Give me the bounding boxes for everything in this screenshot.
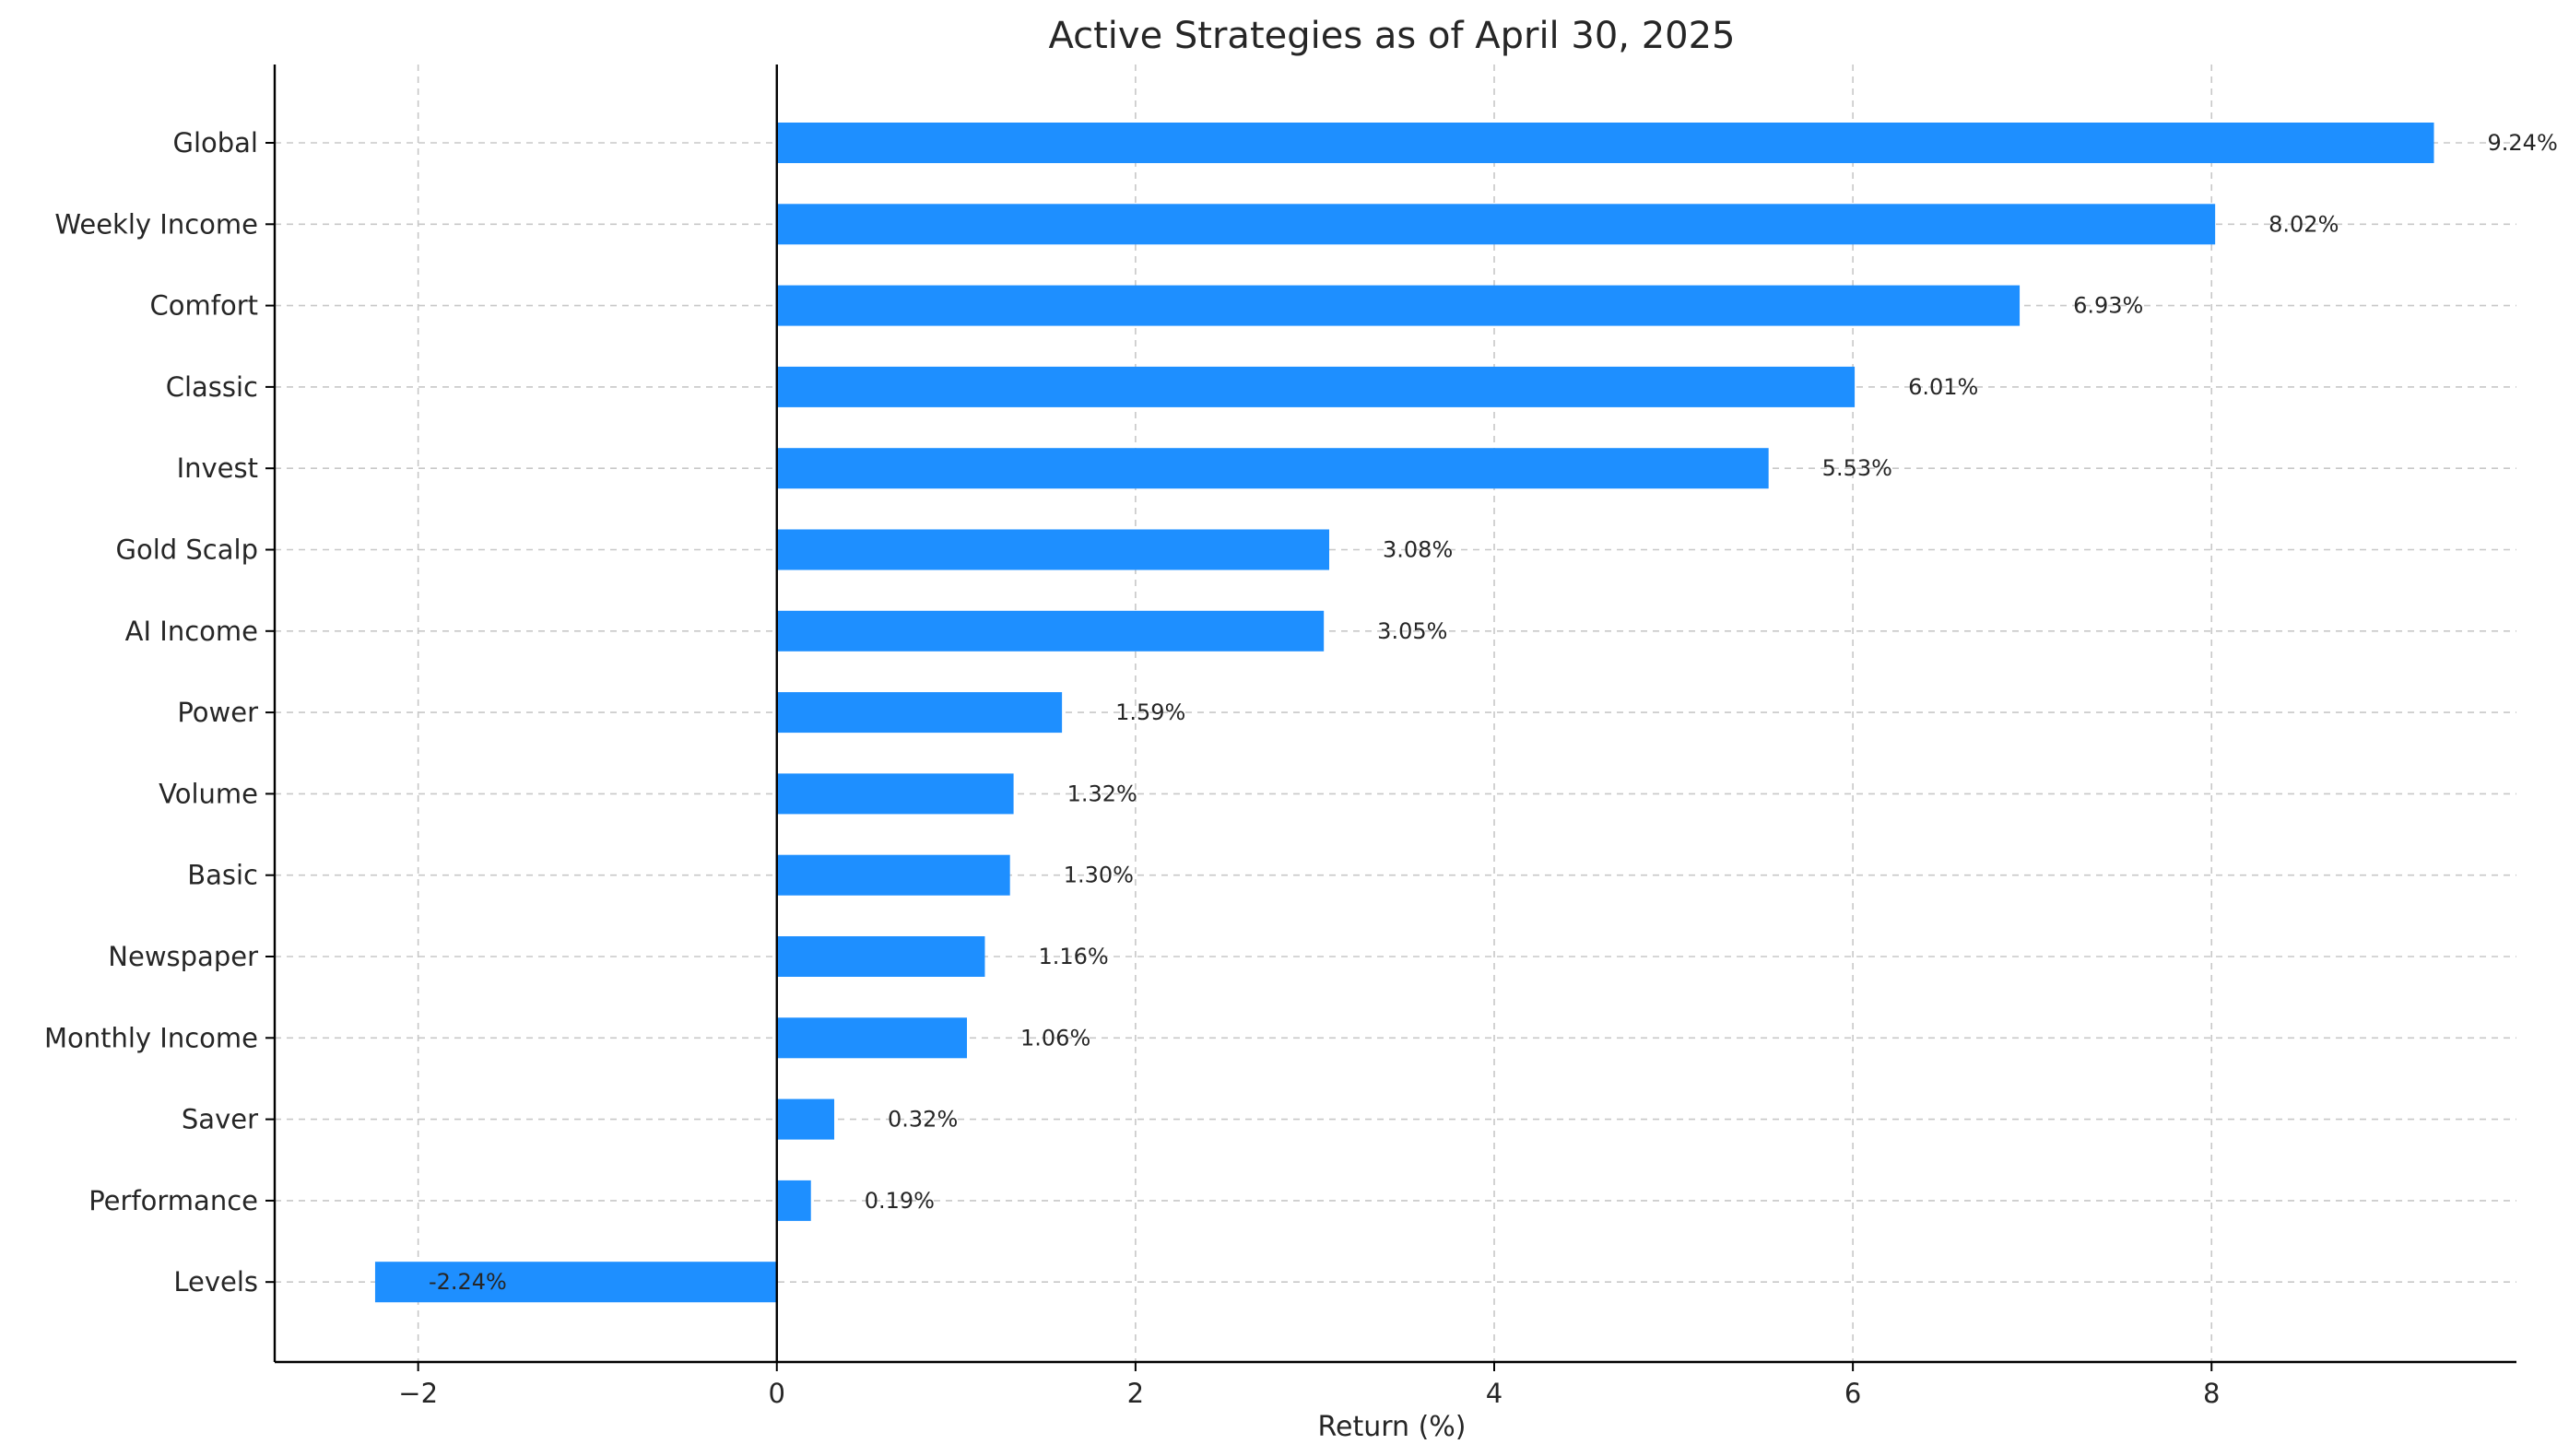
bar bbox=[776, 854, 1010, 896]
bar bbox=[374, 1262, 777, 1303]
bar bbox=[776, 773, 1014, 815]
category-label: Basic bbox=[187, 860, 258, 891]
category-label: Gold Scalp bbox=[116, 534, 259, 566]
data-label: 6.93% bbox=[2073, 293, 2143, 319]
axes-layer bbox=[273, 65, 2516, 1364]
x-tick-label: 6 bbox=[1844, 1378, 1861, 1409]
data-label: 0.32% bbox=[888, 1107, 958, 1133]
data-label: 6.01% bbox=[1908, 374, 1978, 400]
category-label: Weekly Income bbox=[54, 208, 258, 240]
bar bbox=[776, 448, 1769, 489]
category-label: Volume bbox=[159, 778, 258, 809]
data-label: 1.32% bbox=[1067, 781, 1137, 806]
bar bbox=[776, 692, 1063, 734]
category-label: Power bbox=[177, 697, 258, 728]
data-label: 3.05% bbox=[1377, 618, 1447, 644]
category-label: Saver bbox=[182, 1104, 258, 1135]
category-label: Performance bbox=[88, 1185, 258, 1216]
data-label: 1.06% bbox=[1020, 1025, 1090, 1051]
x-tick-label: 4 bbox=[1486, 1378, 1502, 1409]
bar bbox=[776, 123, 2434, 163]
x-tick-label: 2 bbox=[1127, 1378, 1144, 1409]
bar bbox=[776, 1098, 835, 1140]
category-label: Levels bbox=[173, 1266, 258, 1297]
x-tick-label: 0 bbox=[769, 1378, 785, 1409]
bar bbox=[776, 1180, 811, 1221]
data-label: 8.02% bbox=[2268, 211, 2339, 237]
data-label: 1.16% bbox=[1038, 944, 1108, 969]
category-label: Global bbox=[172, 127, 258, 159]
category-label: Newspaper bbox=[108, 941, 258, 972]
category-label: AI Income bbox=[125, 616, 258, 647]
category-label: Monthly Income bbox=[44, 1022, 258, 1053]
bar bbox=[776, 529, 1330, 570]
grid-layer bbox=[275, 65, 2516, 1362]
data-label: 9.24% bbox=[2488, 130, 2557, 156]
data-label: -2.24% bbox=[429, 1269, 507, 1295]
x-tick-label: −2 bbox=[398, 1378, 438, 1409]
category-label: Comfort bbox=[150, 290, 259, 322]
data-label: 3.08% bbox=[1383, 537, 1453, 563]
bar bbox=[776, 366, 1856, 407]
category-label: Invest bbox=[177, 452, 258, 484]
bar bbox=[776, 204, 2216, 245]
bar bbox=[776, 936, 985, 977]
value-labels-layer: 9.24% 8.02% 6.93% 6.01% 5.53% 3.08% 3.05% 1.59%… bbox=[429, 130, 2557, 1295]
chart-title: Active Strategies as of April 30, 2025 bbox=[1048, 15, 1735, 57]
data-label: 1.59% bbox=[1115, 699, 1185, 725]
category-label: Classic bbox=[166, 371, 258, 403]
data-label: 1.30% bbox=[1064, 863, 1134, 888]
bar bbox=[776, 610, 1325, 652]
x-axis-label: Return (%) bbox=[1317, 1411, 1466, 1443]
x-tick-label: 8 bbox=[2203, 1378, 2220, 1409]
bar bbox=[776, 285, 2021, 326]
data-label: 0.19% bbox=[865, 1188, 935, 1214]
data-label: 5.53% bbox=[1822, 455, 1892, 481]
bar bbox=[776, 1017, 968, 1059]
bars-layer bbox=[374, 123, 2434, 1303]
ticks-layer: −2 0 2 4 6 8 Global Weekly Income Comfort Classic… bbox=[44, 127, 2221, 1409]
